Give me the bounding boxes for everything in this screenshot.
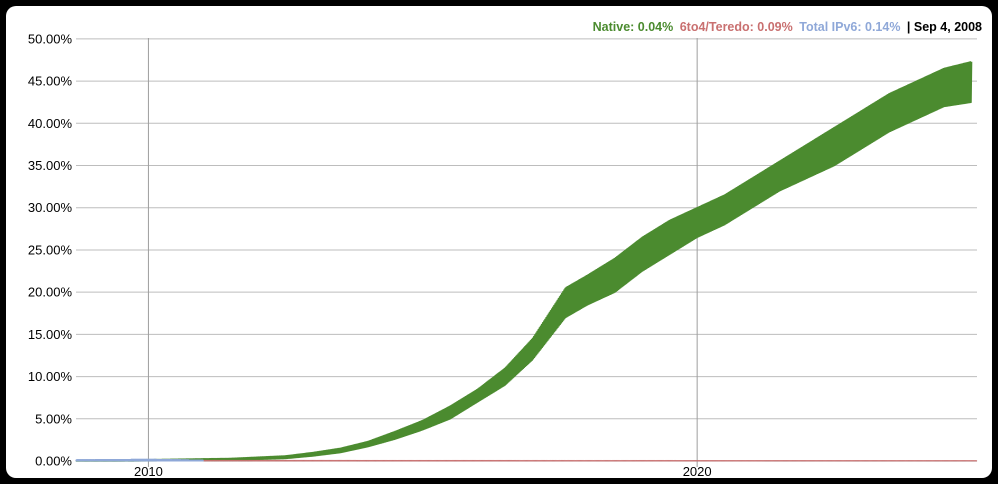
y-tick-label: 40.00% xyxy=(28,116,73,131)
grid xyxy=(76,38,977,467)
legend: Native: 0.04% 6to4/Teredo: 0.09% Total I… xyxy=(590,20,982,34)
y-tick-label: 0.00% xyxy=(35,454,72,469)
ipv6-area-chart[interactable]: 0.00% 5.00% 10.00% 15.00% 20.00% 25.00% 30.00%… xyxy=(6,6,992,478)
legend-teredo[interactable]: 6to4/Teredo: 0.09% xyxy=(679,20,793,34)
series-native xyxy=(75,61,973,462)
axes: 0.00% 5.00% 10.00% 15.00% 20.00% 25.00% 30.00%… xyxy=(28,31,712,478)
legend-date: | Sep 4, 2008 xyxy=(906,20,982,34)
y-tick-label: 50.00% xyxy=(28,31,73,46)
y-tick-label: 20.00% xyxy=(28,285,73,300)
legend-total[interactable]: Total IPv6: 0.14% xyxy=(799,20,901,34)
series-6to4-teredo xyxy=(75,459,978,462)
y-tick-label: 15.00% xyxy=(28,327,73,342)
y-tick-label: 35.00% xyxy=(28,158,73,173)
y-tick-label: 10.00% xyxy=(28,369,73,384)
series-total-ipv6 xyxy=(75,458,204,462)
x-tick-label: 2010 xyxy=(134,464,163,478)
y-tick-label: 45.00% xyxy=(28,74,73,89)
y-tick-label: 30.00% xyxy=(28,200,73,215)
y-tick-label: 25.00% xyxy=(28,242,73,257)
x-tick-label: 2020 xyxy=(683,464,712,478)
chart-panel: Native: 0.04% 6to4/Teredo: 0.09% Total I… xyxy=(6,6,992,478)
legend-native[interactable]: Native: 0.04% xyxy=(592,20,674,34)
y-tick-label: 5.00% xyxy=(35,411,72,426)
series-layer xyxy=(75,61,978,462)
